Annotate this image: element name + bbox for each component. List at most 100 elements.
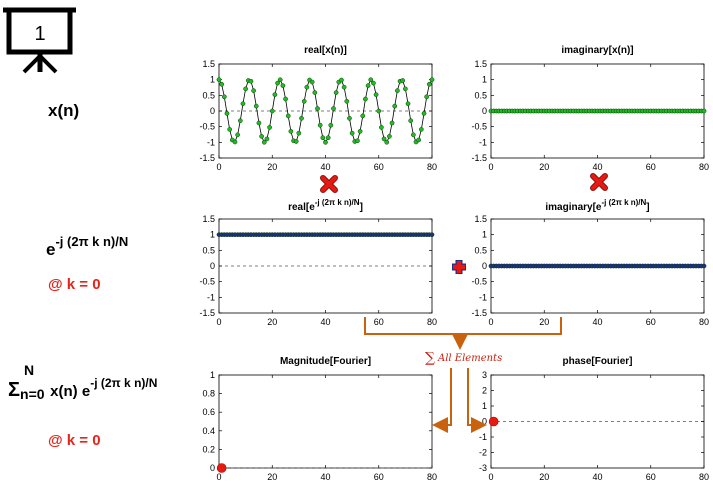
y-tick-label: 3 <box>482 370 487 380</box>
phase-output-arrow <box>467 368 487 433</box>
data-point <box>251 88 256 94</box>
sum-exponent: -j (2π k n)/N <box>90 376 158 390</box>
data-point <box>277 77 283 83</box>
data-point <box>403 86 408 92</box>
plot-frame <box>218 374 433 469</box>
slide-number: 1 <box>34 23 45 45</box>
data-point <box>371 80 376 86</box>
data-point <box>317 122 323 128</box>
all-elements-text: All Elements <box>437 353 502 364</box>
data-point <box>243 86 248 92</box>
y-tick-label: -1.5 <box>471 153 487 163</box>
result-point <box>488 416 499 427</box>
y-tick-label: 0.4 <box>202 426 215 436</box>
plot-frame <box>490 374 705 469</box>
data-point <box>312 90 318 95</box>
data-point <box>253 103 259 109</box>
y-tick-label: -1.5 <box>471 308 487 318</box>
data-point <box>293 139 299 144</box>
data-point <box>363 96 368 102</box>
x-tick-label: 40 <box>592 317 602 327</box>
data-point <box>325 135 331 141</box>
data-point <box>357 128 363 134</box>
sum-symbol-small: ∑ <box>425 350 435 366</box>
kernel-label: e-j (2π k n)/N <box>46 234 128 260</box>
data-point <box>224 111 230 116</box>
x-tick-label: 60 <box>646 472 656 482</box>
x-tick-label: 80 <box>427 472 437 482</box>
data-point <box>384 139 390 145</box>
y-tick-label: 0.6 <box>202 407 215 417</box>
sum-lower-limit: n=0 <box>20 386 45 402</box>
x-tick-label: 60 <box>374 162 384 172</box>
x-tick-label: 20 <box>267 317 277 327</box>
data-point <box>360 113 366 119</box>
data-point <box>333 90 339 95</box>
data-point <box>328 122 334 128</box>
y-tick-label: 2 <box>482 386 487 396</box>
data-point <box>408 118 414 124</box>
data-point <box>344 98 350 104</box>
sum-connector-arrow <box>364 317 562 350</box>
y-tick-label: 0.2 <box>202 444 215 454</box>
data-point <box>227 127 232 132</box>
y-tick-label: -3 <box>479 463 487 473</box>
data-point <box>339 77 344 83</box>
y-tick-label: -0.5 <box>199 277 215 287</box>
data-point <box>347 115 352 121</box>
y-tick-label: 0.5 <box>202 245 215 255</box>
kernel-base: e <box>46 240 56 259</box>
y-tick-label: -1 <box>207 137 215 147</box>
data-point <box>429 77 435 83</box>
chart-title: imaginary[x(n)] <box>561 45 633 56</box>
x-tick-label: 0 <box>216 317 221 327</box>
data-point <box>283 96 288 102</box>
y-tick-label: -1 <box>479 137 487 147</box>
data-point <box>320 135 326 141</box>
data-point <box>424 94 430 100</box>
data-point <box>701 263 707 269</box>
data-point <box>701 108 707 114</box>
k-value-label: @ k = 0 <box>48 276 101 293</box>
y-tick-label: 1 <box>210 75 215 85</box>
data-point <box>331 106 336 111</box>
x-tick-label: 40 <box>320 472 330 482</box>
data-point <box>219 81 225 87</box>
x-tick-label: 60 <box>646 162 656 172</box>
y-tick-label: -0.5 <box>199 122 215 132</box>
x-tick-label: 40 <box>320 162 330 172</box>
data-point <box>429 232 435 238</box>
x-tick-label: 80 <box>699 162 709 172</box>
y-tick-label: -0.5 <box>471 122 487 132</box>
result-point <box>216 463 227 473</box>
x-tick-label: 0 <box>488 472 493 482</box>
data-point <box>261 139 267 145</box>
data-point <box>373 92 379 97</box>
data-point <box>240 101 246 107</box>
data-point <box>395 88 400 94</box>
sum-all-elements-label: ∑ All Elements <box>425 350 502 366</box>
y-tick-label: -1.5 <box>199 153 215 163</box>
data-point <box>387 133 392 139</box>
x-tick-label: 40 <box>592 472 602 482</box>
data-point <box>309 79 315 85</box>
chart-real_kernel: 0 20 40 60 80 1.5 1 0.5 0 -0.5 -1 -1.5 real[e-j (2π … <box>199 198 437 327</box>
data-point <box>259 133 264 139</box>
data-point <box>256 120 262 126</box>
y-tick-label: -1.5 <box>199 308 215 318</box>
x-tick-label: 0 <box>488 317 493 327</box>
data-point <box>381 136 387 142</box>
x-tick-label: 0 <box>488 162 493 172</box>
sigma-symbol: Σ <box>8 379 21 401</box>
data-point <box>379 125 384 130</box>
y-tick-label: 1 <box>210 370 215 380</box>
y-tick-label: 1 <box>482 401 487 411</box>
data-point <box>341 84 347 90</box>
chart-imag_kernel: 0 20 40 60 80 1.5 1 0.5 0 -0.5 -1 -1.5 imaginary[e-j… <box>471 198 709 327</box>
data-point <box>296 130 302 136</box>
y-tick-label: 0 <box>210 261 215 271</box>
data-point <box>235 132 240 138</box>
